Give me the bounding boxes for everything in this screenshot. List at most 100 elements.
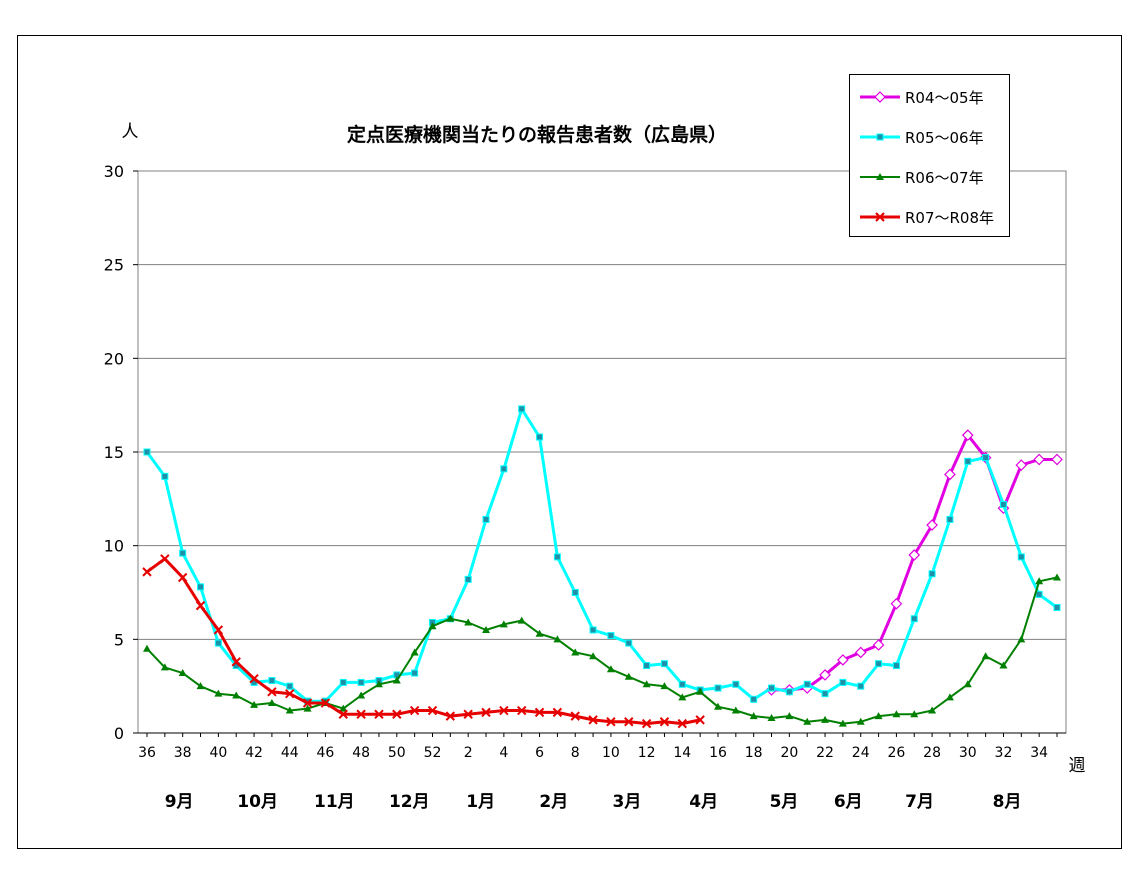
data-point [981, 652, 990, 660]
data-point [589, 626, 597, 634]
data-point [961, 429, 974, 441]
month-label: 5月 [770, 792, 799, 812]
data-point [1017, 635, 1026, 643]
legend-swatch [860, 173, 900, 180]
data-point [839, 678, 847, 686]
data-point [195, 600, 206, 611]
x-tick-label: 40 [209, 745, 227, 761]
month-label: 10月 [237, 792, 278, 812]
data-point [427, 705, 438, 716]
data-point [534, 707, 545, 718]
data-point [499, 620, 508, 628]
legend-label: R05～06年 [905, 129, 984, 147]
month-label: 11月 [314, 792, 355, 812]
data-point [160, 554, 170, 564]
data-point [339, 678, 347, 686]
data-point [1053, 573, 1061, 581]
data-point [213, 625, 224, 635]
x-tick-label: 12 [638, 745, 656, 761]
data-point [570, 711, 580, 721]
data-point [232, 691, 241, 699]
data-point [374, 709, 384, 719]
data-point [731, 706, 740, 714]
x-tick-label: 20 [780, 745, 798, 761]
legend-item: R07～R08年 [858, 203, 1008, 233]
data-point [803, 717, 812, 725]
legend-swatch [860, 133, 900, 141]
x-tick-label: 38 [174, 745, 192, 761]
data-point [214, 689, 223, 697]
x-tick-label: 32 [995, 745, 1013, 761]
data-point [857, 682, 865, 690]
data-point [143, 644, 151, 652]
data-point [463, 709, 473, 719]
data-point [411, 669, 419, 677]
series-layer [142, 405, 1063, 729]
data-point [1053, 603, 1061, 611]
data-point [482, 515, 490, 523]
data-point [874, 712, 883, 720]
y-tick-label: 20 [104, 349, 124, 368]
x-tick-label: 36 [138, 745, 156, 761]
data-point [750, 695, 758, 703]
data-point [695, 715, 705, 725]
data-point [999, 661, 1008, 669]
data-point [749, 712, 758, 720]
x-tick-label: 48 [352, 745, 370, 761]
legend-marker [876, 173, 884, 180]
y-axis-ticks: 0 5 10 15 20 25 30 [104, 162, 138, 743]
data-point [178, 669, 187, 677]
x-tick-label: 16 [709, 745, 727, 761]
x-tick-label: 2 [464, 745, 473, 761]
legend-marker [876, 133, 884, 141]
data-point [142, 567, 152, 577]
data-point [606, 717, 616, 727]
month-label: 1月 [466, 792, 495, 812]
x-axis-ticks: 36 38 40 42 44 46 48 50 52 2 4 6 8 10 12 14 16 18 20 22 24 26… [138, 732, 1066, 761]
data-point [197, 583, 205, 591]
data-point [607, 632, 615, 640]
data-point [785, 688, 793, 696]
data-point [357, 691, 366, 699]
data-point [678, 693, 687, 701]
data-point [214, 639, 222, 647]
data-point [926, 519, 938, 531]
data-point [963, 680, 972, 688]
data-point [196, 682, 205, 690]
data-point [1051, 453, 1063, 466]
data-point [696, 687, 705, 695]
data-point [928, 570, 936, 578]
data-point [589, 652, 598, 660]
data-point [285, 688, 295, 699]
data-point [303, 704, 312, 712]
chart-legend: R04～05年 R05～06年 R06～07年 R07～R08年 [849, 74, 1010, 237]
data-point [357, 678, 365, 686]
data-point [892, 710, 901, 718]
data-point [536, 433, 544, 441]
month-label: 3月 [613, 792, 642, 812]
legend-marker [875, 212, 885, 222]
month-label: 9月 [165, 792, 194, 812]
legend-label: R07～R08年 [905, 209, 995, 227]
data-point [250, 700, 259, 708]
data-point [606, 665, 615, 673]
data-point [910, 710, 919, 718]
data-point [944, 468, 956, 481]
gridlines [138, 170, 1066, 640]
data-point [464, 618, 473, 626]
data-point [660, 660, 668, 668]
data-point [518, 405, 526, 413]
data-point [999, 500, 1007, 508]
y-tick-label: 30 [104, 162, 124, 181]
month-label: 12月 [389, 792, 430, 812]
series-line [146, 576, 1058, 725]
month-label: 8月 [993, 792, 1022, 812]
x-tick-label: 28 [923, 745, 941, 761]
data-point [267, 687, 277, 697]
data-point [445, 711, 456, 721]
legend-marker [874, 91, 886, 103]
x-tick-label: 30 [959, 745, 977, 761]
data-point [659, 717, 670, 727]
x-tick-label: 22 [816, 745, 834, 761]
month-label: 6月 [834, 792, 863, 812]
